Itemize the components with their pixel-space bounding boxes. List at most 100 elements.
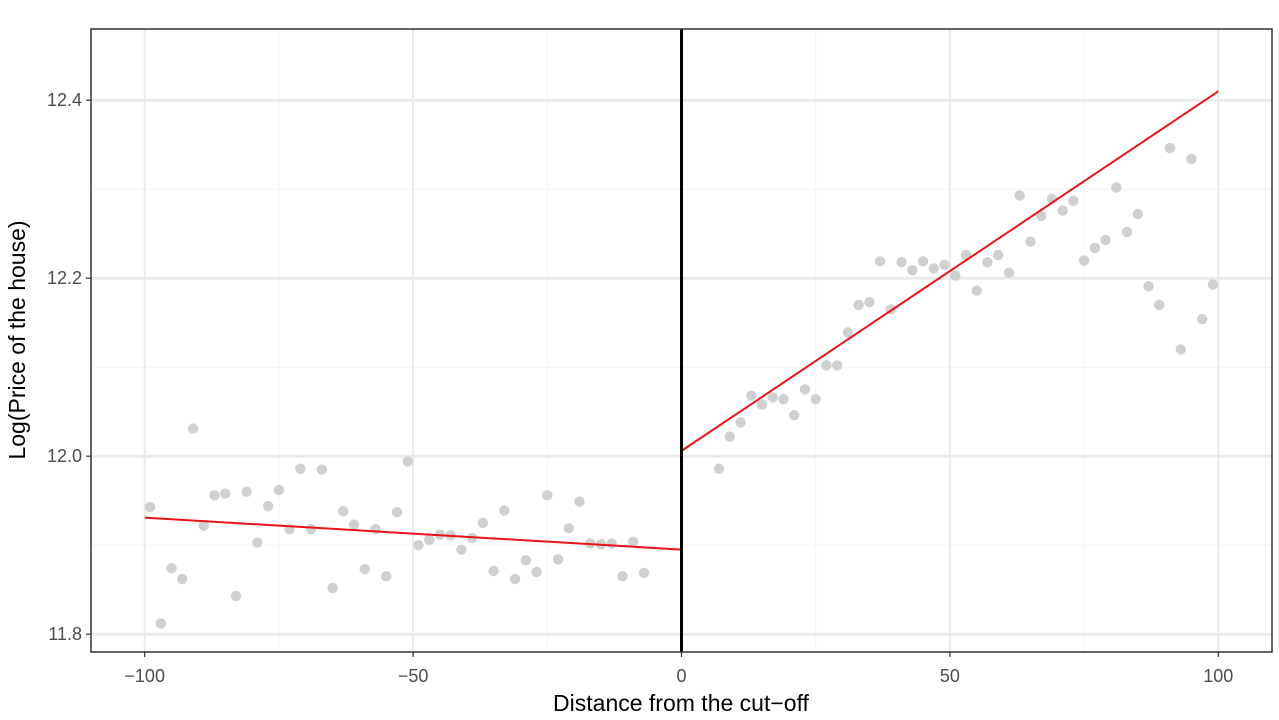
x-tick-label: −100 — [124, 666, 165, 686]
data-point — [305, 523, 317, 535]
data-point — [1186, 153, 1197, 165]
data-point — [982, 256, 993, 268]
data-point — [477, 517, 489, 529]
data-point — [198, 520, 209, 531]
data-point — [1175, 344, 1186, 355]
fit-lines — [144, 90, 1219, 551]
fit-line-left — [144, 516, 682, 551]
y-tick-label: 12.0 — [47, 446, 82, 466]
data-point — [155, 618, 166, 629]
data-point — [1068, 195, 1079, 206]
data-points — [144, 143, 1219, 629]
data-point — [177, 573, 188, 585]
x-axis-title: Distance from the cut−off — [553, 690, 810, 716]
x-axis-ticks: −100 −50 0 50 100 — [124, 652, 1233, 686]
y-tick-label: 12.2 — [47, 268, 82, 288]
data-point — [1197, 313, 1208, 325]
data-point — [338, 506, 349, 517]
data-point — [359, 564, 370, 575]
data-point — [896, 256, 907, 268]
data-point — [1132, 208, 1143, 220]
data-point — [767, 392, 778, 403]
data-point — [252, 537, 263, 548]
data-point — [1143, 281, 1154, 292]
data-point — [574, 496, 585, 507]
data-point — [928, 263, 940, 274]
data-point — [1111, 182, 1122, 193]
data-point — [542, 490, 553, 501]
data-point — [638, 567, 650, 578]
y-axis-title: Log(Price of the house) — [4, 220, 30, 459]
data-point — [499, 505, 510, 516]
data-point — [993, 249, 1004, 261]
data-point — [391, 507, 403, 518]
data-point — [241, 486, 252, 497]
data-point — [1207, 279, 1219, 290]
x-tick-label: 0 — [676, 666, 686, 686]
data-point — [423, 534, 435, 546]
data-point — [1164, 143, 1176, 154]
data-point — [713, 463, 725, 474]
data-point — [810, 394, 821, 405]
data-point — [950, 270, 961, 281]
data-point — [1057, 205, 1068, 216]
data-point — [520, 555, 532, 566]
x-tick-label: −50 — [398, 666, 429, 686]
data-point — [1035, 210, 1047, 222]
data-point — [917, 256, 929, 267]
y-tick-label: 12.4 — [47, 90, 82, 110]
data-point — [563, 523, 574, 534]
data-point — [166, 563, 177, 574]
data-point — [746, 390, 757, 401]
data-point — [552, 554, 564, 565]
data-point — [939, 259, 950, 271]
x-tick-label: 100 — [1203, 666, 1233, 686]
data-point — [735, 417, 746, 428]
data-point — [1100, 234, 1111, 246]
data-point — [799, 384, 811, 395]
data-point — [1025, 236, 1036, 247]
data-point — [842, 327, 854, 338]
data-point — [789, 410, 800, 421]
data-point — [778, 394, 789, 405]
data-point — [864, 297, 875, 308]
data-point — [1121, 226, 1133, 238]
data-point — [1089, 242, 1101, 254]
data-point — [531, 566, 542, 578]
data-point — [402, 456, 413, 467]
data-point — [370, 523, 381, 535]
data-point — [1014, 190, 1025, 201]
data-point — [617, 571, 628, 582]
data-point — [627, 536, 639, 547]
data-point — [144, 501, 156, 513]
data-point — [316, 464, 328, 475]
data-point — [327, 582, 338, 594]
data-point — [1003, 267, 1015, 279]
data-point — [381, 571, 392, 582]
fit-line-right — [680, 90, 1219, 452]
data-point — [821, 360, 832, 371]
data-point — [1078, 255, 1090, 266]
data-point — [756, 399, 768, 410]
data-point — [230, 590, 242, 602]
y-tick-label: 11.8 — [48, 624, 82, 644]
x-tick-label: 50 — [940, 666, 960, 686]
data-point — [273, 484, 285, 496]
data-point — [187, 423, 199, 434]
data-point — [456, 544, 467, 555]
data-point — [971, 285, 982, 296]
data-point — [853, 299, 864, 311]
data-point — [606, 538, 617, 549]
data-point — [488, 565, 499, 577]
data-point — [348, 519, 360, 530]
data-point — [262, 500, 274, 512]
data-point — [1154, 299, 1165, 311]
data-point — [509, 573, 521, 585]
data-point — [295, 463, 306, 474]
y-axis-ticks: 11.8 12.0 12.2 12.4 — [47, 90, 91, 644]
data-point — [413, 540, 424, 551]
data-point — [874, 256, 886, 267]
data-point — [907, 264, 918, 276]
data-point — [831, 360, 843, 371]
